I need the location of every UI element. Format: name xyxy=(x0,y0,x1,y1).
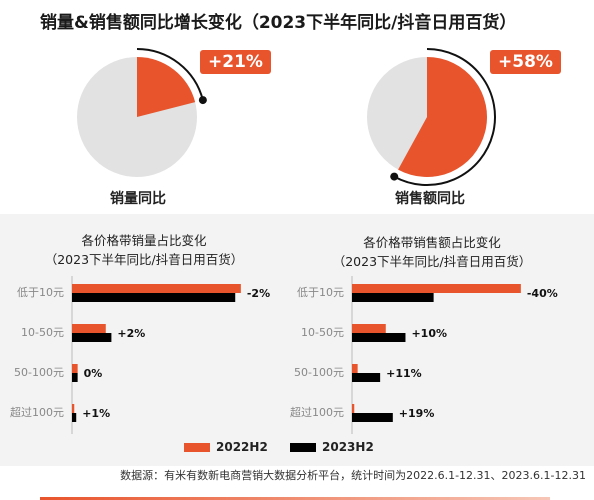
bar-chart-title-volume-line1: 各价格带销量占比变化 xyxy=(81,233,207,248)
category-label: 低于10元 xyxy=(297,286,344,299)
bar-2022h2 xyxy=(352,284,521,293)
change-label: +11% xyxy=(386,367,422,380)
pie-slice-growth xyxy=(398,57,487,177)
bar-2023h2 xyxy=(72,293,236,302)
bar-2022h2 xyxy=(352,404,355,413)
badge-sales-amount: +58% xyxy=(490,50,561,74)
bar-2023h2 xyxy=(352,293,434,302)
category-label: 10-50元 xyxy=(301,326,344,339)
legend-swatch-2022h2 xyxy=(184,443,210,452)
change-label: +2% xyxy=(117,327,145,340)
pie-slice-growth xyxy=(137,57,196,117)
bar-2023h2 xyxy=(352,333,406,342)
pie-progress-arc xyxy=(136,48,204,101)
legend-item-2022h2: 2022H2 xyxy=(184,440,268,454)
category-label: 低于10元 xyxy=(17,286,64,299)
pie-svg-sales-volume xyxy=(77,48,207,177)
bar-2023h2 xyxy=(72,333,112,342)
change-label: -2% xyxy=(247,287,270,300)
category-label: 10-50元 xyxy=(21,326,64,339)
bar-2023h2 xyxy=(352,413,393,422)
bar-chart-title-volume: 各价格带销量占比变化 （2023下半年同比/抖音日用百货） xyxy=(14,230,274,268)
change-label: 0% xyxy=(84,367,103,380)
bar-chart-amount: 低于10元 -40% 10-50元 +10% 50-100元 +11% 超过100元 +19% xyxy=(290,276,558,434)
bar-2023h2 xyxy=(352,373,381,382)
bar-2023h2 xyxy=(72,413,77,422)
bar-chart-volume: 低于10元 -2% 10-50元 +2% 50-100元 0% 超过100元 +1% xyxy=(10,276,270,434)
pie-progress-arc xyxy=(393,48,496,186)
change-label: +19% xyxy=(399,407,435,420)
bar-2022h2 xyxy=(72,324,106,333)
legend-label-2023h2: 2023H2 xyxy=(322,440,374,454)
pie-chart-sales-amount xyxy=(360,44,560,224)
bar-charts-panel: 各价格带销量占比变化 （2023下半年同比/抖音日用百货） 各价格带销售额占比变… xyxy=(0,214,594,466)
change-label: +10% xyxy=(411,327,447,340)
bar-chart-title-amount-line1: 各价格带销售额占比变化 xyxy=(363,235,501,250)
page-title: 销量&销售额同比增长变化（2023下半年同比/抖音日用百货） xyxy=(40,13,517,33)
bar-2022h2 xyxy=(72,404,75,413)
footer-accent-strip xyxy=(40,497,550,500)
bar-chart-title-volume-line2: （2023下半年同比/抖音日用百货） xyxy=(44,252,244,267)
pie-label-sales-volume: 销量同比 xyxy=(110,191,166,207)
category-label: 50-100元 xyxy=(294,366,344,379)
legend-item-2023h2: 2023H2 xyxy=(290,440,374,454)
category-label: 50-100元 xyxy=(14,366,64,379)
bar-chart-title-amount: 各价格带销售额占比变化 （2023下半年同比/抖音日用百货） xyxy=(292,232,572,270)
category-label: 超过100元 xyxy=(10,405,64,419)
pie-arc-end-dot xyxy=(198,96,207,105)
badge-sales-volume: +21% xyxy=(200,50,271,74)
bar-2022h2 xyxy=(352,364,358,373)
change-label: +1% xyxy=(82,407,110,420)
category-label: 超过100元 xyxy=(290,405,344,419)
bar-2022h2 xyxy=(72,364,78,373)
data-source-note: 数据源：有米有数新电商营销大数据分析平台，统计时间为2022.6.1-12.31… xyxy=(120,469,586,482)
legend-swatch-2023h2 xyxy=(290,443,316,452)
pie-chart-sales-volume xyxy=(70,44,270,224)
legend-label-2022h2: 2022H2 xyxy=(216,440,268,454)
pie-label-sales-amount: 销售额同比 xyxy=(395,191,465,207)
bar-2022h2 xyxy=(352,324,386,333)
change-label: -40% xyxy=(527,287,558,300)
pie-svg-sales-amount xyxy=(367,48,496,186)
bar-2023h2 xyxy=(72,373,78,382)
bar-chart-title-amount-line2: （2023下半年同比/抖音日用百货） xyxy=(332,254,532,269)
bar-2022h2 xyxy=(72,284,241,293)
footer-bar xyxy=(0,492,594,500)
pie-arc-end-dot xyxy=(390,172,399,181)
